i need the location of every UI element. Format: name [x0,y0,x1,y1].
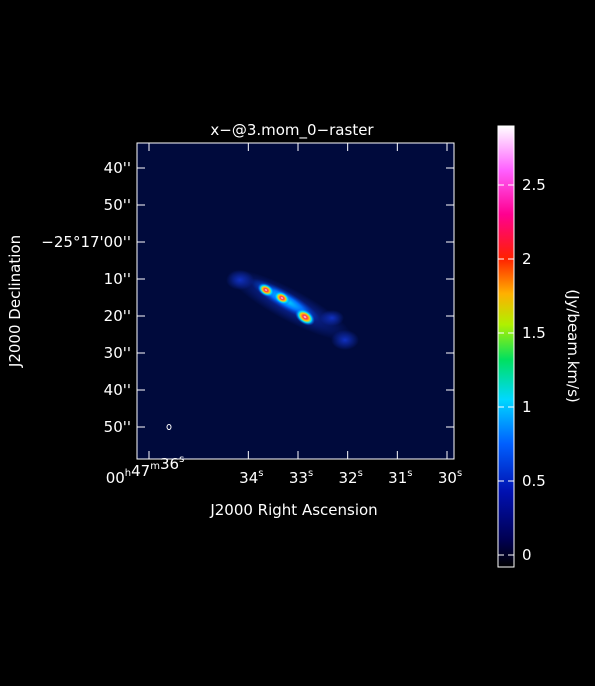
colorbar-ticks: 0 0.5 1 1.5 2 2.5 [498,176,546,564]
y-tick-label: 10'' [104,270,131,288]
colorbar-label: (Jy/beam.km/s) [564,289,582,403]
y-tick-label: 30'' [104,344,131,362]
image-frame [136,142,455,460]
colorbar-tick-label: 1.5 [522,324,546,342]
colorbar-tick-label: 0.5 [522,472,546,490]
x-axis-ticks: 00h47m36s 34s 33s 32s 31s 30s [106,143,462,487]
y-tick-label: 40'' [104,381,131,399]
colorbar-gradient [498,126,514,567]
figure-title: x−@3.mom_0−raster [210,121,374,140]
beam-marker [166,424,172,430]
x-tick-label: 33s [289,468,313,487]
x-tick-label: 32s [339,468,363,487]
x-tick-label: 00h47m36s [106,454,185,487]
colorbar-tick-label: 2 [522,250,532,268]
x-tick-label: 31s [388,468,412,487]
colorbar: 0 0.5 1 1.5 2 2.5 (Jy/beam.km/s) [497,125,582,568]
colorbar-tick-label: 2.5 [522,176,546,194]
x-tick-label: 34s [239,468,263,487]
y-tick-label: 50'' [104,196,131,214]
colorbar-tick-label: 0 [522,546,532,564]
x-tick-label: 30s [438,468,462,487]
y-axis-ticks: 40'' 50'' −25°17'00'' 10'' 20'' 30'' 40'' 50'' [41,159,454,436]
moment-image [137,143,454,459]
y-tick-label: 40'' [104,159,131,177]
y-tick-label: −25°17'00'' [41,233,131,251]
colorbar-frame [497,125,515,568]
x-axis-label: J2000 Right Ascension [209,501,377,519]
galaxy-emission [226,269,359,350]
y-axis-label: J2000 Declination [6,235,24,368]
colorbar-tick-label: 1 [522,398,532,416]
y-tick-label: 50'' [104,418,131,436]
y-tick-label: 20'' [104,307,131,325]
